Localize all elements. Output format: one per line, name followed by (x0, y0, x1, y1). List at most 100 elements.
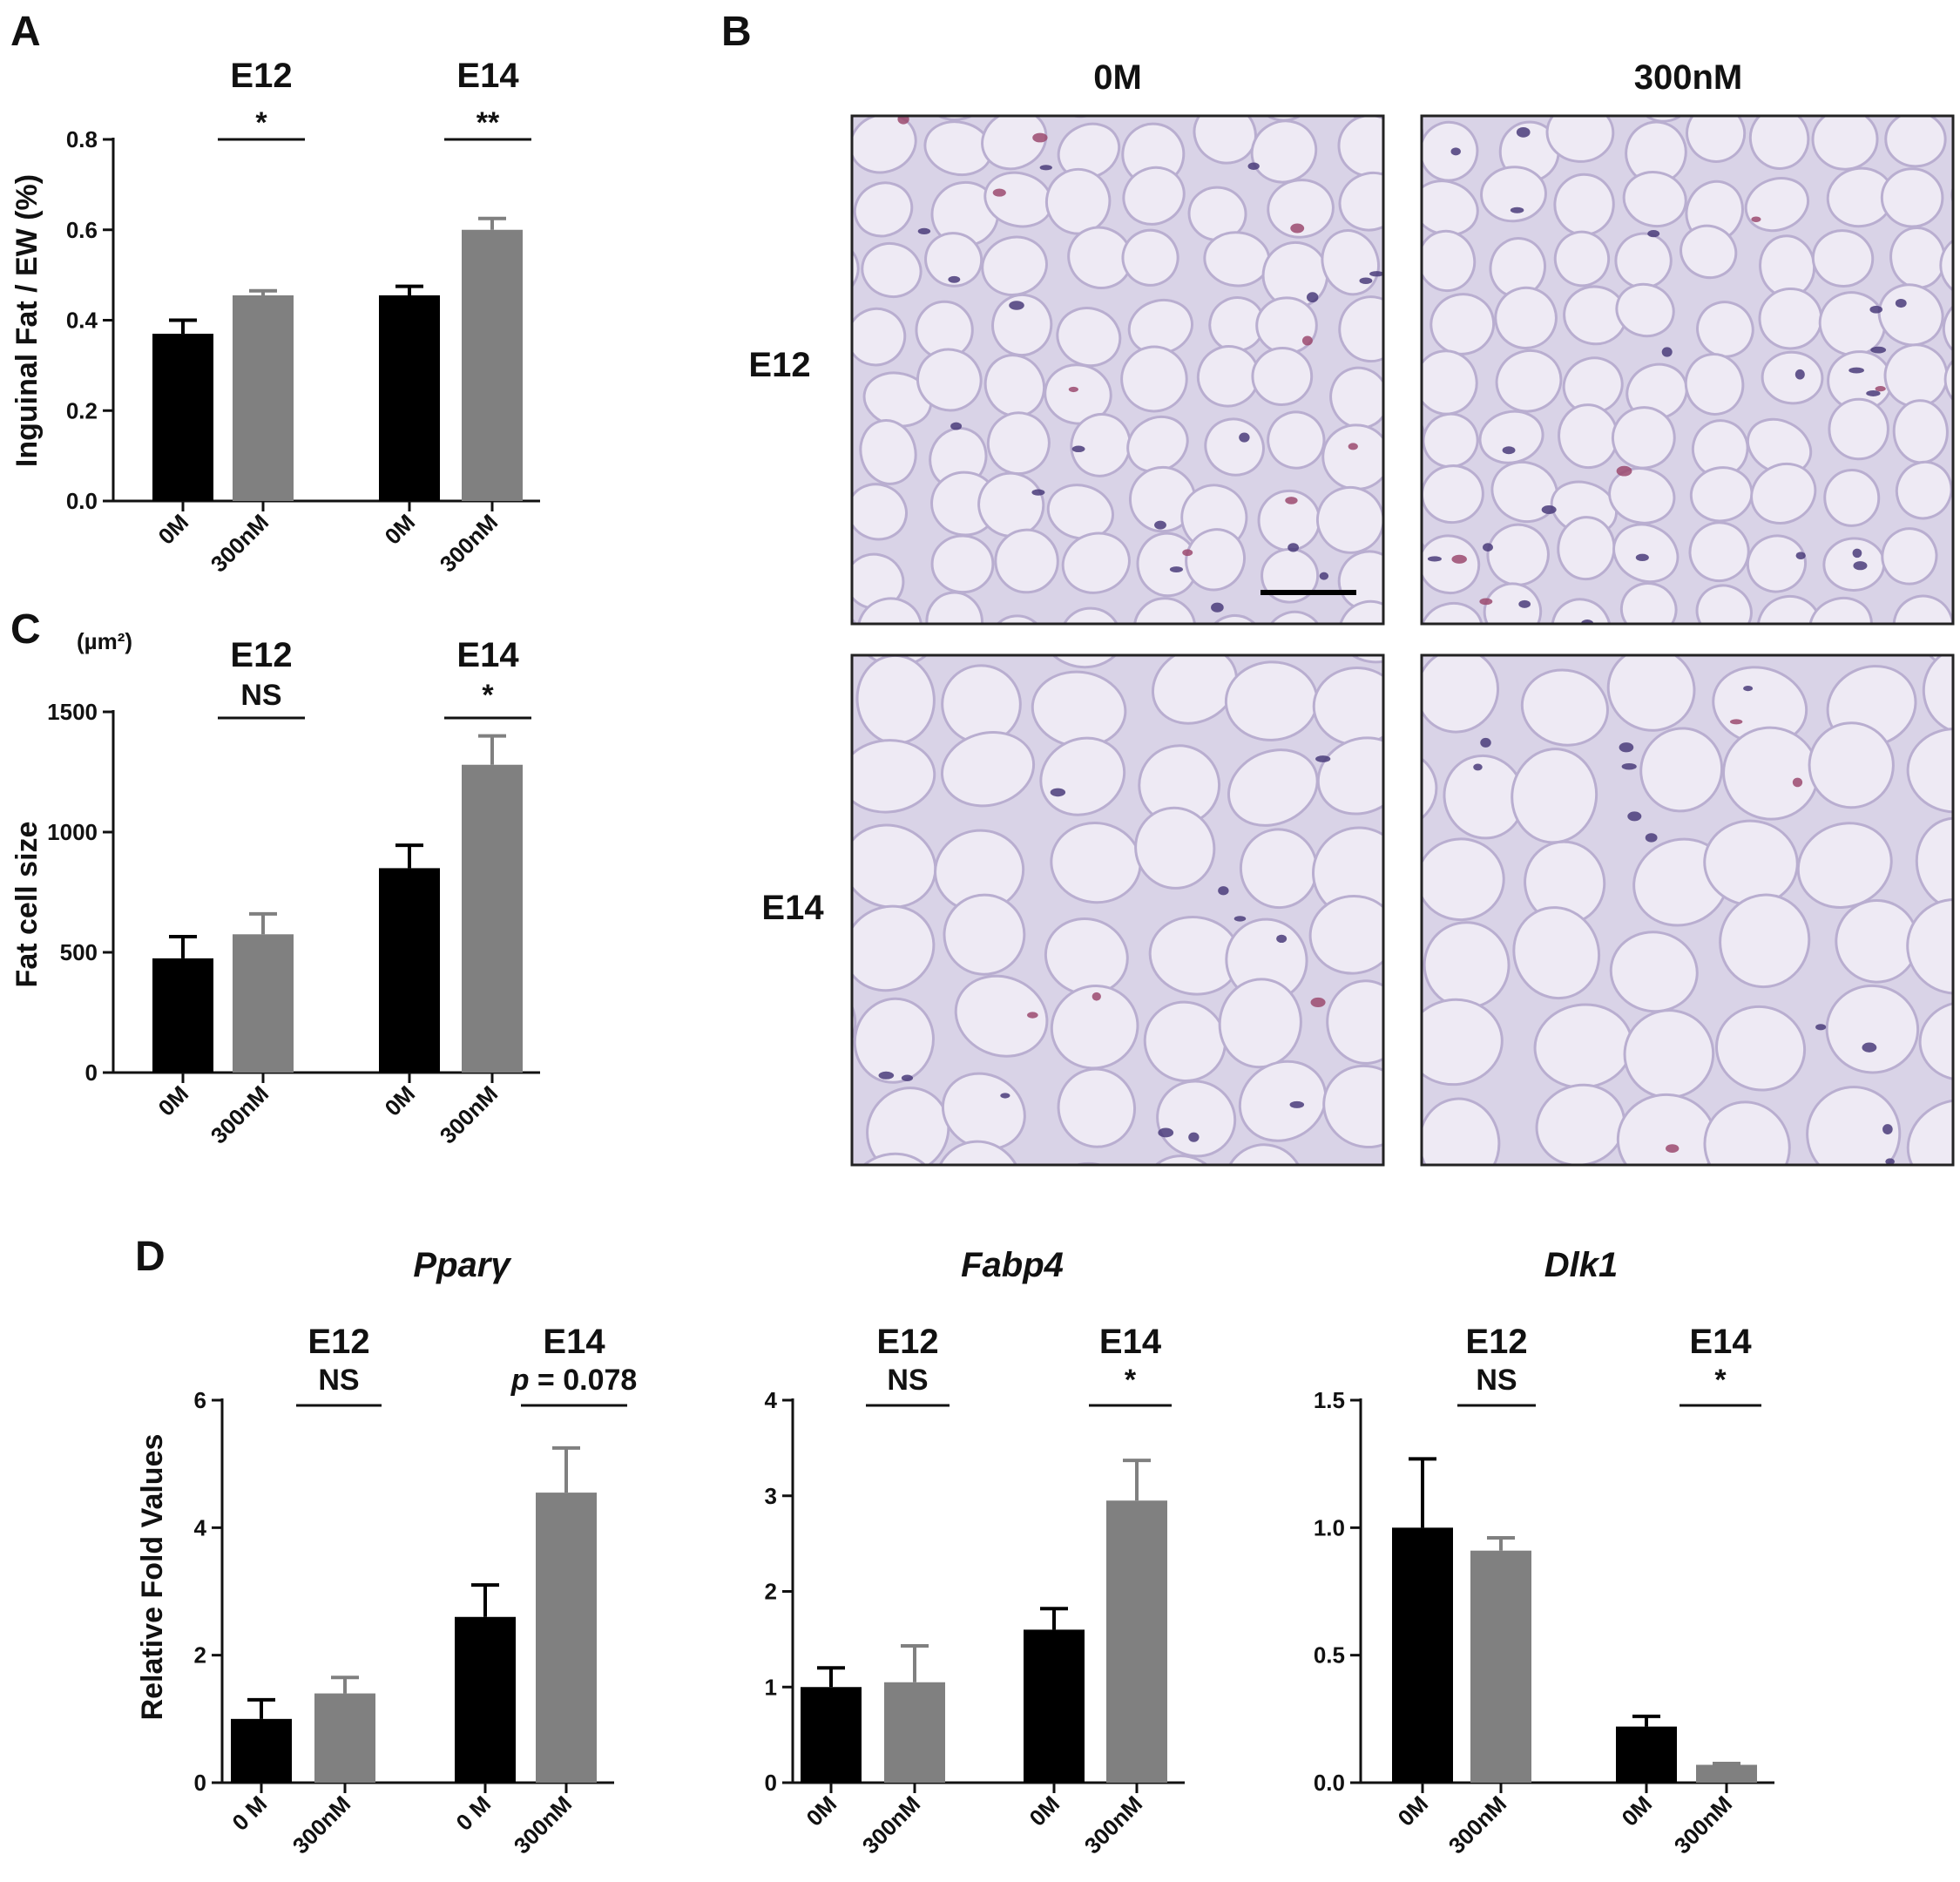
chart-title: Dlk1 (1544, 1246, 1619, 1284)
bar (233, 294, 294, 501)
bar (1106, 1500, 1167, 1783)
x-tick-label: 300nM (206, 1080, 274, 1148)
y-tick-label: 0.8 (66, 126, 98, 152)
y-tick-label: 0 (194, 1770, 206, 1796)
chart-title: Pparγ (413, 1246, 512, 1284)
y-tick-label: 0 (765, 1770, 777, 1796)
panel-label-d: D (135, 1234, 166, 1280)
significance-label: ** (476, 106, 500, 139)
micrograph-frame (1420, 653, 1955, 1167)
y-tick-label: 0.5 (1314, 1642, 1345, 1669)
bar (884, 1682, 945, 1783)
y-tick-label: 0.2 (66, 397, 98, 423)
significance-label: NS (318, 1364, 359, 1397)
group-label: E12 (308, 1323, 369, 1361)
histology-row-label-e12: E12 (748, 346, 810, 384)
significance-label: * (482, 679, 494, 712)
x-tick-label: 0M (152, 1080, 193, 1121)
group-label: E12 (230, 636, 292, 674)
y-tick-label: 3 (765, 1483, 777, 1509)
y-axis-label: Relative Fold Values (136, 1434, 169, 1721)
chart-title: Fabp4 (961, 1246, 1064, 1284)
x-tick-label: 0M (1616, 1791, 1657, 1831)
y-tick-label: 2 (194, 1642, 206, 1669)
x-tick-label: 300nM (1669, 1791, 1737, 1858)
x-tick-label: 0M (801, 1791, 841, 1831)
y-tick-label: 1.5 (1314, 1387, 1345, 1413)
significance-label: NS (887, 1364, 928, 1397)
panel-label-a: A (10, 9, 41, 55)
y-tick-label: 1000 (47, 819, 98, 845)
significance-label: * (1714, 1364, 1727, 1397)
y-axis-label: Fat cell size (10, 822, 44, 988)
y-tick-label: 0.0 (66, 488, 98, 514)
x-tick-label: 300nM (1443, 1791, 1511, 1858)
significance-label: p = 0.078 (510, 1364, 638, 1397)
panel-label-c: C (10, 606, 41, 653)
y-tick-label: 4 (194, 1514, 207, 1540)
bar (462, 764, 523, 1073)
micrograph-e12-300nm (1420, 114, 1955, 626)
bar (462, 229, 523, 501)
histology-panel-b: 0M 300nM E12 E14 (748, 58, 1955, 1167)
x-tick-label: 300nM (435, 1080, 503, 1148)
panel-label-b: B (721, 9, 752, 55)
y-tick-label: 0.0 (1314, 1770, 1345, 1796)
significance-label: * (255, 106, 267, 139)
micrograph-e14-0m (850, 653, 1385, 1167)
bar (233, 934, 294, 1073)
bar (379, 294, 440, 501)
x-tick-label: 300nM (206, 509, 274, 577)
x-tick-label: 300nM (435, 509, 503, 577)
histology-column-label-0m: 0M (1093, 58, 1142, 97)
y-tick-label: 1.0 (1314, 1514, 1345, 1540)
unit-label: (µm²) (77, 628, 132, 654)
bar (536, 1493, 597, 1783)
x-tick-label: 0 M (450, 1791, 496, 1836)
group-label: E14 (1099, 1323, 1162, 1361)
bar (152, 958, 213, 1073)
y-tick-label: 6 (194, 1387, 206, 1413)
group-label: E14 (543, 1323, 605, 1361)
y-tick-label: 0 (85, 1059, 98, 1086)
x-tick-label: 0M (152, 509, 193, 550)
bar (455, 1616, 516, 1783)
bar (314, 1693, 375, 1783)
significance-label: NS (1476, 1364, 1517, 1397)
x-tick-label: 0 M (226, 1791, 272, 1836)
bar (1696, 1764, 1757, 1783)
group-label: E12 (876, 1323, 938, 1361)
significance-label: NS (240, 679, 281, 712)
x-tick-label: 0M (1024, 1791, 1064, 1831)
group-label: E12 (230, 57, 292, 95)
histology-row-label-e14: E14 (761, 889, 824, 927)
x-tick-label: 0M (1392, 1791, 1433, 1831)
micrograph-frame (1420, 114, 1955, 626)
micrograph-frame (850, 653, 1385, 1167)
bar (379, 868, 440, 1073)
micrograph-e14-300nm (1420, 653, 1955, 1167)
micrograph-e12-0m (850, 114, 1385, 626)
y-tick-label: 0.6 (66, 217, 98, 243)
y-tick-label: 500 (60, 939, 98, 965)
bar (1392, 1527, 1453, 1783)
bar (801, 1687, 862, 1783)
y-axis-label: Inguinal Fat / EW (%) (10, 174, 44, 467)
bar (1470, 1550, 1531, 1783)
y-tick-label: 2 (765, 1579, 777, 1605)
x-tick-label: 300nM (287, 1791, 355, 1858)
group-label: E14 (456, 636, 519, 674)
group-label: E14 (456, 57, 519, 95)
bar (231, 1718, 292, 1783)
y-tick-label: 1 (765, 1674, 777, 1700)
y-tick-label: 4 (765, 1387, 778, 1413)
bar (1616, 1726, 1677, 1783)
x-tick-label: 0M (379, 1080, 420, 1121)
group-label: E12 (1465, 1323, 1527, 1361)
group-label: E14 (1689, 1323, 1752, 1361)
bar (152, 334, 213, 501)
